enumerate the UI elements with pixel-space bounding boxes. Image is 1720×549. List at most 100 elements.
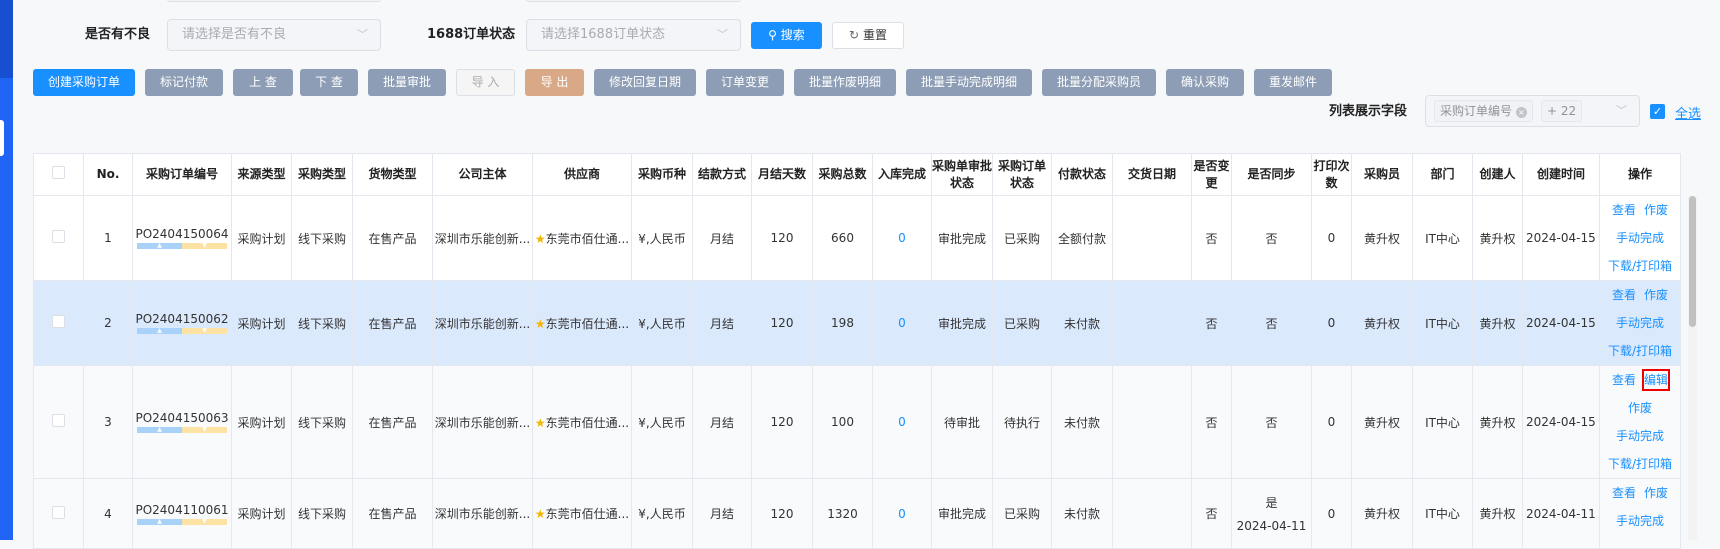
toolbar-button[interactable]: 确认采购: [1166, 69, 1244, 96]
po-cell: PO2404150063 ▲ ▼: [132, 365, 232, 479]
changed-cell: 否: [1191, 280, 1232, 366]
op-link[interactable]: 查看: [1611, 486, 1636, 500]
supplier-name: 东莞市佰仕通...: [545, 316, 630, 331]
toolbar-button[interactable]: 重发邮件: [1254, 69, 1332, 96]
highlight-box: [1642, 369, 1670, 391]
column-header: 打印次数: [1311, 153, 1352, 196]
toolbar-button[interactable]: 导 出: [525, 69, 584, 96]
days-cell: 120: [751, 280, 813, 366]
arrow-up-icon[interactable]: ▲: [137, 427, 182, 433]
op-link[interactable]: 手动完成: [1615, 316, 1664, 330]
op-link[interactable]: 查看: [1611, 373, 1636, 387]
no-cell: 3: [83, 365, 133, 479]
arrow-up-icon[interactable]: ▲: [137, 518, 182, 525]
table-scrollbar[interactable]: [1688, 196, 1697, 540]
toolbar-button[interactable]: 修改回复日期: [594, 69, 696, 96]
defect-select[interactable]: 请选择是否有不良 ﹀: [167, 19, 381, 51]
settle-cell: 月结: [692, 280, 752, 366]
op-link[interactable]: 作废: [1627, 401, 1652, 415]
arrow-up-icon[interactable]: ▲: [137, 328, 182, 334]
toolbar-button[interactable]: 订单变更: [706, 69, 784, 96]
po-number[interactable]: PO2404150063: [135, 411, 229, 425]
stocked-cell[interactable]: 0: [872, 195, 932, 281]
toolbar-button[interactable]: 上 查: [233, 69, 293, 96]
chevron-down-icon: ﹀: [357, 28, 368, 41]
dept-cell: IT中心: [1412, 280, 1473, 366]
checkbox-cell[interactable]: [33, 195, 84, 281]
po-number[interactable]: PO2404150062: [135, 312, 229, 326]
column-header: 入库完成: [872, 153, 932, 196]
toolbar-button[interactable]: 批量手动完成明细: [906, 69, 1032, 96]
toolbar-button[interactable]: 创建采购订单: [33, 69, 135, 96]
toolbar-button[interactable]: 导 入: [456, 69, 515, 96]
stocked-cell[interactable]: 0: [872, 478, 932, 549]
toolbar-button[interactable]: 批量分配采购员: [1042, 69, 1156, 96]
op-link[interactable]: 手动完成: [1615, 514, 1664, 528]
field-tag: 采购订单编号 ×: [1434, 99, 1533, 122]
toolbar-button[interactable]: 标记付款: [145, 69, 223, 96]
fields-select[interactable]: 采购订单编号 × + 22 ﹀: [1425, 95, 1640, 127]
changed-cell: 否: [1191, 365, 1232, 479]
row-checkbox[interactable]: [52, 505, 65, 519]
op-link[interactable]: 查看: [1611, 203, 1636, 217]
arrow-up-icon[interactable]: ▲: [137, 243, 182, 249]
op-link[interactable]: 作废: [1644, 486, 1669, 500]
fields-label: 列表展示字段: [1329, 104, 1408, 119]
stocked-cell[interactable]: 0: [872, 280, 932, 366]
arrow-down-icon[interactable]: ▼: [182, 328, 227, 334]
arrow-down-icon[interactable]: ▼: [182, 243, 227, 249]
checkbox-cell[interactable]: [33, 280, 84, 366]
close-icon[interactable]: ×: [1515, 106, 1527, 118]
table-row[interactable]: 4 PO2404110061 ▲ ▼ 采购计划 线下采购 在售产品 深圳市乐能创新... ★东莞…: [33, 478, 1681, 549]
po-number[interactable]: PO2404150064: [135, 227, 229, 241]
scrollbar-thumb[interactable]: [1689, 196, 1696, 327]
op-link[interactable]: 下载/打印箱: [1607, 457, 1673, 471]
previous-filter-input[interactable]: [167, 0, 381, 2]
column-header: 部门: [1412, 153, 1473, 196]
arrow-down-icon[interactable]: ▼: [182, 518, 227, 525]
arrow-down-icon[interactable]: ▼: [182, 427, 227, 433]
column-header: 创建时间: [1522, 153, 1600, 196]
search-button[interactable]: ⚲ 搜索: [751, 22, 822, 49]
row-checkbox[interactable]: [52, 315, 65, 328]
toolbar-button[interactable]: 下 查: [300, 69, 358, 96]
company-cell: 深圳市乐能创新...: [432, 478, 533, 549]
op-link[interactable]: 编辑: [1644, 373, 1669, 387]
goods-cell: 在售产品: [352, 365, 433, 479]
row-checkbox[interactable]: [52, 414, 65, 427]
op-link[interactable]: 手动完成: [1615, 231, 1664, 245]
source-cell: 采购计划: [231, 195, 292, 281]
column-header: 是否同步: [1231, 153, 1312, 196]
synced-cell: 否: [1231, 195, 1312, 281]
op-link[interactable]: 作废: [1644, 288, 1669, 302]
op-link[interactable]: 下载/打印箱: [1607, 344, 1673, 358]
select-all-label[interactable]: 全选: [1675, 107, 1702, 122]
created-cell: 2024-04-15 14: [1522, 280, 1600, 366]
row-checkbox[interactable]: [52, 230, 65, 243]
synced-cell: 否: [1231, 365, 1312, 479]
select-all-rows-checkbox[interactable]: [52, 165, 65, 179]
sidebar-collapse-tab[interactable]: [0, 120, 4, 156]
refresh-icon: ↻: [849, 28, 860, 42]
table-row[interactable]: 1 PO2404150064 ▲ ▼ 采购计划 线下采购 在售产品 深圳市乐能创新... ★东莞…: [33, 195, 1681, 281]
checkbox-cell[interactable]: [33, 478, 84, 549]
op-link[interactable]: 作废: [1644, 203, 1669, 217]
table-row[interactable]: 3 PO2404150063 ▲ ▼ 采购计划 线下采购 在售产品 深圳市乐能创新... ★东莞…: [33, 365, 1681, 479]
toolbar-button[interactable]: 批量作废明细: [794, 69, 896, 96]
purchase-order-table: No. 采购订单编号 来源类型 采购类型 货物类型 公司主体 供应商 采购币种 结款方式 月结天数…: [33, 153, 1681, 549]
company-cell: 深圳市乐能创新...: [432, 365, 533, 479]
search-icon: ⚲: [768, 28, 777, 42]
op-link[interactable]: 下载/打印箱: [1607, 259, 1673, 273]
op-link[interactable]: 手动完成: [1615, 429, 1664, 443]
op-link[interactable]: 查看: [1611, 288, 1636, 302]
toolbar-button[interactable]: 批量审批: [368, 69, 446, 96]
prints-cell: 0: [1311, 365, 1352, 479]
select-all-checkbox[interactable]: ✓: [1650, 104, 1665, 119]
po-number[interactable]: PO2404110061: [135, 502, 229, 517]
status1688-select[interactable]: 请选择1688订单状态 ﹀: [526, 19, 741, 51]
stocked-cell[interactable]: 0: [872, 365, 932, 479]
table-row[interactable]: 2 PO2404150062 ▲ ▼ 采购计划 线下采购 在售产品 深圳市乐能创新... ★东莞…: [33, 280, 1681, 366]
checkbox-cell[interactable]: [33, 365, 84, 479]
reset-button[interactable]: ↻ 重置: [832, 22, 904, 49]
previous-filter-input[interactable]: [526, 0, 741, 2]
